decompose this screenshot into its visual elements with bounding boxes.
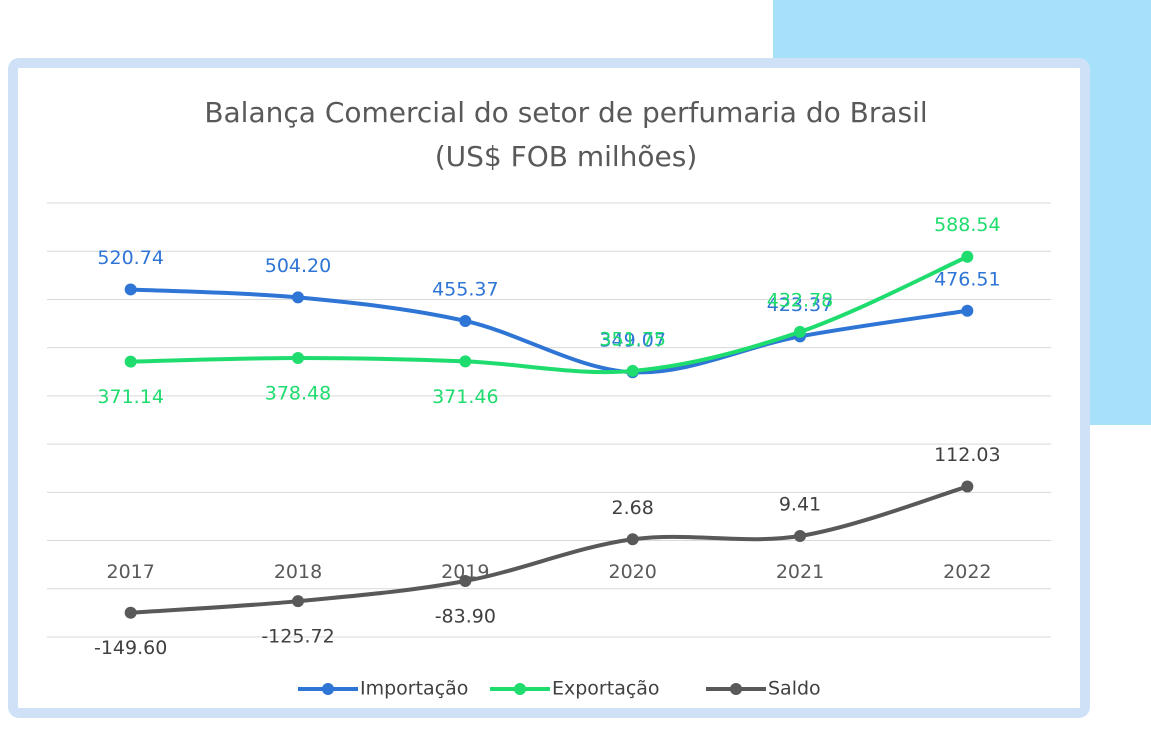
data-label: 9.41 (779, 494, 821, 516)
point (459, 355, 472, 368)
point (292, 291, 304, 304)
legend-marker (322, 683, 334, 695)
line (128, 287, 970, 375)
data-label: 378.48 (265, 383, 331, 405)
data-label: 504.20 (265, 255, 331, 277)
chart-card (8, 58, 1090, 718)
data-label: 455.37 (432, 278, 498, 300)
data-label: -125.72 (261, 626, 334, 648)
point (961, 480, 974, 493)
point (459, 314, 472, 327)
line (128, 484, 970, 615)
data-label: -83.90 (435, 606, 496, 628)
legend-label: Exportação (552, 678, 660, 700)
data-label: 432.78 (767, 289, 833, 311)
data-label: 351.75 (599, 328, 665, 350)
data-label: 2.68 (612, 497, 654, 519)
legend-marker (514, 683, 526, 695)
x-tick-label: 2020 (608, 561, 656, 583)
point (626, 364, 639, 377)
x-tick-label: 2018 (274, 561, 322, 583)
line (128, 254, 970, 375)
point (626, 533, 639, 546)
point (292, 352, 304, 365)
point (961, 250, 974, 263)
point (794, 530, 806, 543)
legend-label: Saldo (768, 678, 821, 700)
point (961, 304, 974, 317)
data-label: 371.14 (97, 386, 163, 408)
point (124, 606, 137, 619)
chart-title: Balança Comercial do setor de perfumaria… (204, 96, 927, 129)
point (794, 325, 806, 338)
x-tick-label: 2017 (106, 561, 154, 583)
legend-label: Importação (360, 678, 468, 700)
point (124, 355, 137, 368)
point (292, 595, 304, 608)
data-label: 520.74 (97, 247, 163, 269)
data-label: 371.46 (432, 386, 498, 408)
x-tick-label: 2021 (776, 561, 824, 583)
point (459, 575, 472, 588)
legend-marker (730, 683, 742, 695)
x-tick-label: 2022 (943, 561, 991, 583)
data-label: 112.03 (934, 444, 1000, 466)
data-label: 476.51 (934, 268, 1000, 290)
data-label: 423.37 (767, 294, 833, 316)
point (124, 283, 137, 296)
data-label: 349.07 (599, 330, 665, 352)
chart-subtitle: (US$ FOB milhões) (435, 140, 698, 173)
data-label: -149.60 (94, 637, 167, 659)
data-label: 588.54 (934, 214, 1000, 236)
